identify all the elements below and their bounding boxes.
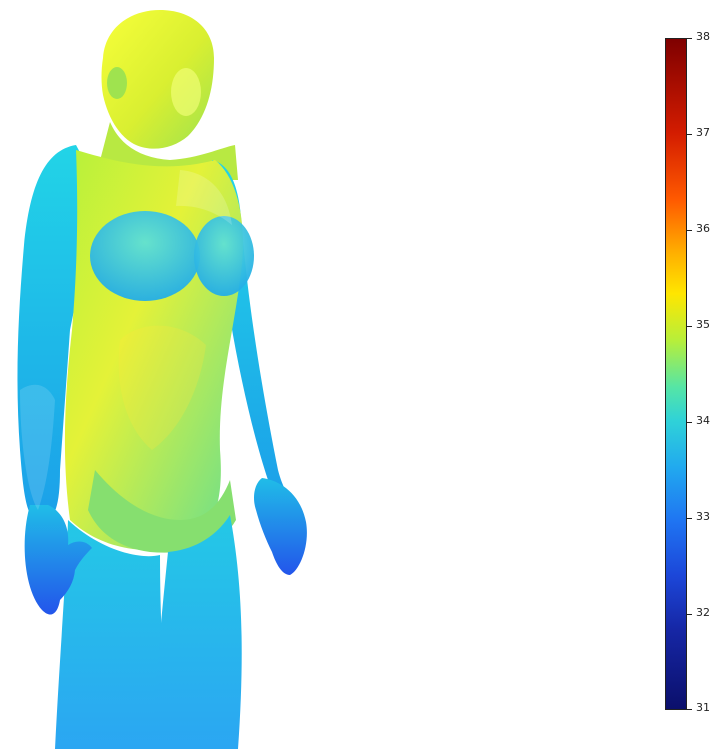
tick-32 <box>687 614 692 615</box>
body-surface-plot <box>17 10 307 749</box>
tick-label-32: 32 <box>696 606 710 619</box>
tick-37 <box>687 134 692 135</box>
tick-36 <box>687 230 692 231</box>
shoulder-highlight <box>176 170 232 225</box>
tick-33 <box>687 518 692 519</box>
tick-35 <box>687 326 692 327</box>
colorbar-gradient <box>665 38 687 710</box>
tick-34 <box>687 422 692 423</box>
face-highlight <box>171 68 201 116</box>
temperature-colorbar: 38 37 36 35 34 33 32 31 <box>665 31 715 714</box>
tick-label-36: 36 <box>696 222 710 235</box>
chest-left <box>90 211 200 301</box>
tick-label-31: 31 <box>696 701 710 714</box>
chest-right <box>194 216 254 296</box>
tick-label-38: 38 <box>696 30 710 43</box>
pelvis <box>88 470 236 553</box>
tick-label-34: 34 <box>696 414 710 427</box>
right-hand <box>254 478 307 575</box>
right-leg <box>150 515 242 749</box>
tick-38 <box>687 38 692 39</box>
tick-label-33: 33 <box>696 510 710 523</box>
left-leg <box>55 520 165 749</box>
abdomen-warm-zone <box>118 325 206 450</box>
left-hand <box>24 505 93 615</box>
left-arm-highlight <box>20 384 55 510</box>
tick-label-35: 35 <box>696 318 710 331</box>
tick-31 <box>687 709 692 710</box>
tick-label-37: 37 <box>696 126 710 139</box>
ear <box>107 67 127 99</box>
